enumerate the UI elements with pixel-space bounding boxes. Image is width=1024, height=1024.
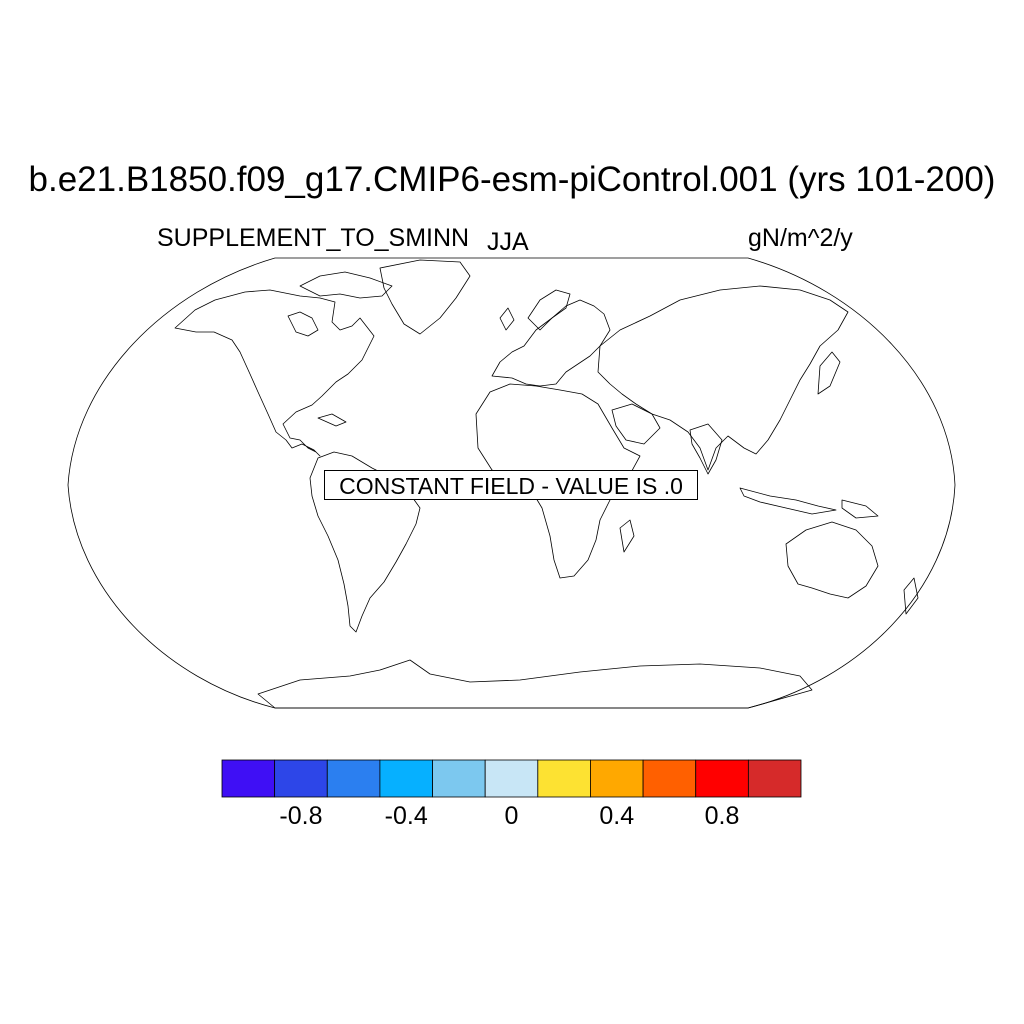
colorbar-box-6 bbox=[537, 759, 591, 798]
hudson-bay bbox=[287, 311, 319, 337]
colorbar-box-1 bbox=[274, 759, 328, 798]
colorbar-box-0 bbox=[221, 759, 276, 798]
constant-field-message: CONSTANT FIELD - VALUE IS .0 bbox=[324, 470, 698, 500]
australia-coast bbox=[785, 521, 879, 599]
variable-label: SUPPLEMENT_TO_SMINN bbox=[157, 224, 470, 252]
new-guinea bbox=[841, 499, 879, 519]
colorbar-box-8 bbox=[642, 759, 697, 798]
colorbar-box-5 bbox=[484, 759, 539, 798]
antarctica-coast bbox=[257, 659, 813, 709]
madagascar bbox=[619, 519, 635, 553]
colorbar-tick-label: -0.4 bbox=[384, 802, 428, 830]
new-zealand bbox=[903, 577, 919, 615]
indonesia bbox=[739, 487, 837, 515]
india bbox=[689, 423, 723, 475]
colorbar-tick-label: 0 bbox=[504, 802, 519, 830]
season-label: JJA bbox=[487, 228, 529, 256]
british-isles bbox=[499, 307, 515, 331]
japan bbox=[817, 351, 841, 395]
colorbar-box-3 bbox=[379, 759, 433, 798]
colorbar-box-7 bbox=[590, 759, 644, 798]
colorbar-box-9 bbox=[695, 759, 749, 798]
plot-title: b.e21.B1850.f09_g17.CMIP6-esm-piControl.… bbox=[28, 160, 996, 199]
colorbar-box-10 bbox=[747, 759, 802, 798]
colorbar-tick-label: -0.8 bbox=[279, 802, 323, 830]
colorbar-box-4 bbox=[432, 759, 486, 798]
colorbar-box-2 bbox=[326, 759, 381, 798]
north-america-coast bbox=[174, 289, 375, 457]
arabia bbox=[611, 403, 661, 445]
europe-coast bbox=[491, 299, 611, 387]
units-label: gN/m^2/y bbox=[748, 224, 853, 252]
scandinavia bbox=[527, 289, 571, 331]
arctic-islands bbox=[299, 271, 393, 299]
caribbean bbox=[317, 413, 347, 427]
colorbar-tick-label: 0.4 bbox=[599, 802, 635, 830]
greenland bbox=[379, 259, 471, 335]
colorbar-tick-label: 0.8 bbox=[704, 802, 740, 830]
